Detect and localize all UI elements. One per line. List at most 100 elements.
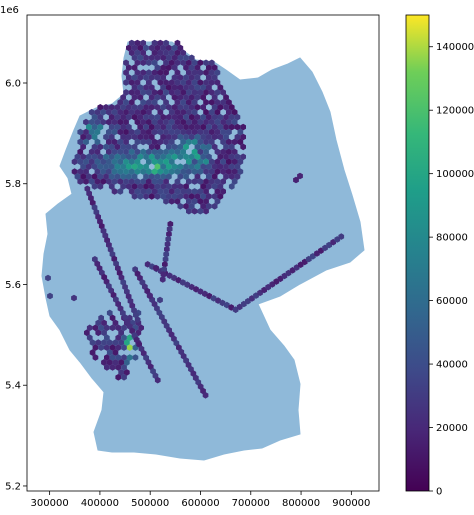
hexbin-cell [174, 118, 181, 126]
hexbin-cell [148, 123, 155, 131]
hexbin-cell [163, 178, 169, 185]
hexbin-cell [194, 163, 201, 170]
hexbin-cell [84, 329, 90, 337]
hexbin-cell [162, 256, 169, 263]
hexbin-cell [168, 49, 175, 57]
hexbin-cell [115, 344, 122, 351]
hexbin-cell [131, 183, 138, 190]
hexbin-cell [166, 133, 172, 141]
hexbin-cell [140, 350, 147, 357]
hexbin-cell [177, 123, 184, 131]
hexbin-cell [197, 128, 204, 136]
hexbin-cell [114, 123, 121, 131]
hexbin-cell [228, 104, 235, 111]
hexbin-cell [188, 153, 195, 161]
hexbin-cell [166, 272, 173, 279]
hexbin-cell [234, 173, 241, 180]
hexbin-cell [197, 168, 204, 175]
colorbar-tick-label: 60000 [436, 296, 468, 307]
hexbin-cell [148, 153, 155, 161]
hexbin-cell [171, 123, 178, 131]
hexbin-cell [140, 108, 146, 116]
hexbin-cell [89, 339, 96, 346]
hexbin-cell [163, 168, 169, 175]
hexbin-cell [160, 94, 166, 101]
hexbin-cell [80, 143, 86, 151]
hexbin-cell [211, 113, 218, 121]
hexbin-cell [206, 113, 212, 121]
hexbin-cell [101, 339, 107, 346]
hexbin-cell [146, 118, 152, 126]
hexbin-cell [71, 158, 78, 166]
hexbin-cell [146, 69, 152, 76]
hexbin-cell [214, 108, 221, 116]
hexbin-cell [143, 183, 149, 190]
hexbin-cell [126, 104, 132, 111]
hexbin-cell [197, 69, 204, 76]
hexbin-cell [194, 123, 201, 131]
x-tick-label: 600000 [181, 498, 219, 509]
hexbin-cell [191, 188, 198, 195]
hexbin-cell [188, 104, 195, 111]
hexbin-cell [224, 301, 230, 309]
hexbin-cell [163, 39, 169, 47]
hexbin-cell [117, 118, 124, 126]
hexbin-cell [77, 168, 84, 175]
hexbin-cell [188, 283, 195, 291]
hexbin-cell [126, 133, 132, 141]
hexbin-cell [117, 188, 124, 195]
hexbin-cell [183, 123, 189, 131]
hexbin-cell [208, 168, 215, 175]
hexbin-cell [106, 148, 112, 156]
hexbin-cell [240, 123, 246, 131]
hexbin-cell [214, 79, 221, 86]
hexbin-cell [211, 193, 218, 200]
hexbin-cell [171, 133, 178, 141]
hexbin-cell [234, 133, 241, 141]
hexbin-cell [134, 316, 141, 323]
hexbin-cell [217, 133, 224, 141]
hexbin-cell [188, 54, 195, 62]
hexbin-cell [142, 283, 148, 290]
hexbin-cell [174, 49, 181, 57]
hexbin-cell [94, 118, 101, 126]
hexbin-cell [134, 59, 141, 66]
hexbin-cell [108, 173, 115, 180]
hexbin-cell [151, 188, 158, 195]
hexbin-cell [203, 59, 209, 66]
hexbin-cell [208, 158, 215, 166]
hexbin-cell [211, 133, 218, 141]
hexbin-cell [174, 178, 181, 185]
hexbin-cell [174, 168, 181, 175]
hexbin-cell [91, 173, 98, 180]
hexbin-cell [126, 354, 133, 361]
hexbin-cell [140, 138, 146, 146]
hexbin-cell [220, 168, 226, 175]
hexbin-cell [194, 153, 201, 161]
hexbin-cell [100, 178, 106, 185]
hexbin-cell [134, 168, 141, 175]
hexbin-cell [208, 138, 215, 146]
x-tick-label: 900000 [332, 498, 370, 509]
hexbin-cell [231, 148, 238, 156]
hexbin-cell [120, 153, 126, 161]
hexbin-cell [151, 138, 158, 146]
hexbin-cell [123, 89, 129, 96]
hexbin-cell [188, 203, 195, 210]
hexbin-cell [88, 148, 95, 156]
hexbin-cell [228, 123, 235, 131]
hexbin-cell [117, 99, 124, 106]
hexbin-cell [217, 113, 224, 121]
hexbin-cell [114, 163, 121, 170]
hexbin-cell [177, 84, 184, 91]
hexbin-cell [177, 113, 184, 121]
hexbin-cell [231, 178, 238, 185]
hexbin-cell [214, 89, 221, 96]
hexbin-cell [132, 354, 139, 361]
hexbin-cell [134, 108, 141, 116]
hexbin-cell [217, 123, 224, 131]
hexbin-cell [77, 138, 84, 146]
hexbin-cell [171, 94, 178, 101]
hexbin-cell [154, 94, 161, 101]
hexbin-cell [293, 176, 299, 184]
